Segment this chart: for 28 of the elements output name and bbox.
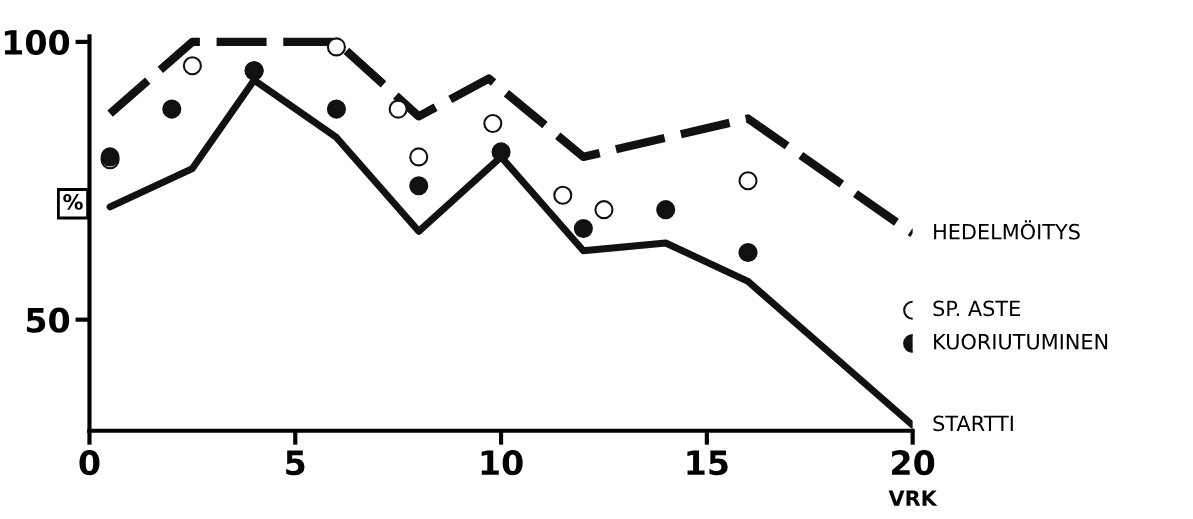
y-tick-label: 100	[4, 29, 70, 56]
y-axis-title: %	[63, 194, 83, 210]
point	[162, 99, 182, 119]
point	[738, 171, 758, 191]
x-axis-title: VRK	[888, 490, 938, 506]
x-tick-label: 10	[481, 450, 523, 476]
point	[553, 185, 573, 205]
x-tick-label: 0	[79, 450, 100, 476]
x-tick-label: 20	[892, 450, 935, 476]
point	[573, 219, 593, 239]
point	[491, 142, 511, 162]
point	[388, 99, 408, 119]
point	[409, 147, 429, 167]
series-label: STARTTI	[933, 415, 1013, 432]
x-tick-label: 15	[687, 450, 728, 476]
series-label: KUORIUTUMINEN	[934, 333, 1108, 350]
series-label: HEDELMÖITYS	[934, 220, 1080, 240]
point	[738, 242, 758, 262]
point	[326, 99, 346, 119]
point	[594, 200, 614, 220]
x-tick-label: 5	[286, 450, 305, 476]
point	[326, 37, 346, 57]
series-label: SP. ASTE	[933, 300, 1020, 317]
point	[483, 114, 503, 134]
point	[182, 56, 202, 76]
point	[656, 200, 676, 220]
y-tick-label: 50	[26, 307, 70, 333]
point	[409, 176, 429, 196]
